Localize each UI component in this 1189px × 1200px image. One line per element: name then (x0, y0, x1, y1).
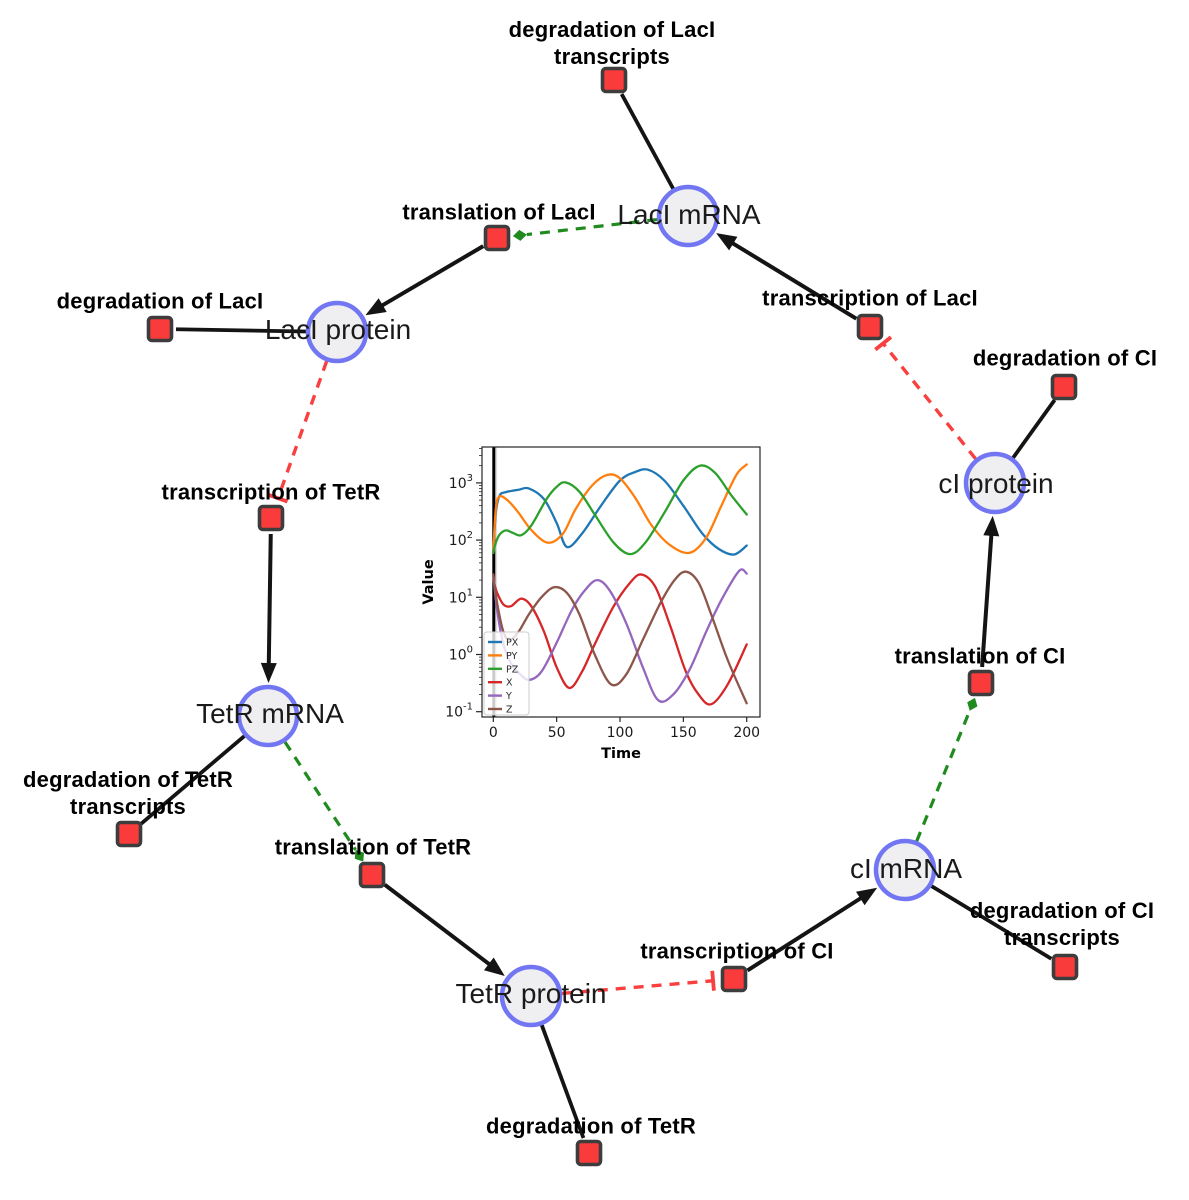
legend-label-Z: Z (506, 705, 513, 716)
inhibition-tee-icon (710, 970, 716, 991)
y-axis-title: Value (421, 559, 437, 605)
inhibition-edge-line (276, 360, 329, 499)
legend-label-PX: PX (506, 638, 519, 649)
reaction-node-deg-laci-tx[interactable] (600, 66, 628, 94)
inhibition-tee-icon (267, 493, 289, 504)
production-arrowhead-icon (983, 515, 1000, 537)
reaction-node-transl-tetr[interactable] (358, 861, 386, 889)
species-node-laci-protein[interactable] (305, 300, 369, 364)
edge-laci-protein-txn-tetr-inhibition (267, 360, 329, 504)
series-PY-curve (492, 463, 748, 555)
consumption-edge-line (139, 734, 246, 826)
edge-transl-laci-laci-protein-production (365, 244, 485, 316)
edge-transl-ci-ci-protein-production (980, 515, 1000, 668)
reaction-node-deg-laci[interactable] (146, 315, 174, 343)
reaction-node-txn-ci[interactable] (720, 965, 748, 993)
legend-label-X: X (506, 678, 513, 689)
edge-deg-laci-tx-laci-mrna-consumption (619, 93, 675, 190)
production-edge-line (266, 533, 273, 667)
modifier-diamond-icon (512, 229, 527, 241)
x-tick-label: 200 (733, 725, 760, 741)
series-PX-curve (492, 468, 748, 556)
edge-ci-mrna-transl-ci-modifier (915, 697, 978, 842)
consumption-edge-line (619, 93, 675, 190)
production-arrowhead-icon (716, 233, 738, 251)
x-tick-label: 50 (548, 725, 566, 741)
edge-tetr-mrna-deg-tetr-tx-consumption (139, 734, 246, 826)
legend-box (483, 631, 530, 716)
edge-ci-protein-deg-ci-consumption (1011, 398, 1057, 459)
reaction-node-txn-laci[interactable] (856, 313, 884, 341)
edge-txn-tetr-tetr-mrna-production (260, 533, 277, 684)
legend-label-PZ: PZ (506, 664, 519, 675)
inhibition-edge-line (881, 342, 977, 460)
edge-laci-mrna-transl-laci-modifier (512, 217, 658, 241)
x-axis-title: Time (601, 746, 641, 762)
modifier-edge-line (915, 710, 972, 842)
production-edge-line (980, 532, 994, 668)
reaction-node-deg-ci[interactable] (1050, 373, 1078, 401)
edge-txn-ci-ci-mrna-production (746, 887, 878, 973)
modifier-edge-line (283, 741, 357, 851)
consumption-edge-line (175, 327, 307, 334)
chart-legend: PX PY PZ XYZ (483, 631, 530, 716)
production-edge-line (746, 895, 864, 973)
modifier-edge-line (526, 217, 658, 237)
edge-tetr-mrna-transl-tetr-modifier (283, 741, 365, 862)
reaction-node-txn-tetr[interactable] (257, 504, 285, 532)
production-arrowhead-icon (856, 887, 878, 906)
series-X-curve (492, 573, 748, 706)
edge-laci-protein-deg-laci-consumption (175, 327, 307, 334)
consumption-edge-line (539, 1024, 586, 1139)
x-tick-label: 0 (489, 725, 498, 741)
production-edge-line (379, 244, 485, 309)
inhibition-edge-line (561, 979, 714, 996)
inset-timecourse-chart: 0 50 100 150 20010-1100101102103TimeValuePXP… (415, 425, 785, 770)
production-edge-line (729, 240, 858, 321)
species-node-ci-mrna[interactable] (873, 838, 937, 902)
legend-label-PY: PY (506, 651, 518, 662)
production-edge-line (383, 883, 493, 968)
x-tick-label: 100 (607, 725, 634, 741)
series-PZ-curve (492, 464, 748, 556)
species-node-ci-protein[interactable] (963, 451, 1027, 515)
production-arrowhead-icon (365, 298, 387, 316)
edge-tetr-protein-txn-ci-inhibition (561, 970, 716, 996)
edge-txn-laci-laci-mrna-production (716, 233, 858, 321)
x-tick-label: 150 (670, 725, 697, 741)
consumption-edge-line (1011, 398, 1057, 459)
modifier-diamond-icon (967, 697, 978, 711)
reaction-node-transl-ci[interactable] (967, 669, 995, 697)
edge-ci-mrna-deg-ci-tx-consumption (930, 884, 1053, 961)
reaction-node-transl-laci[interactable] (483, 224, 511, 252)
edge-transl-tetr-tetr-protein-production (383, 883, 505, 977)
modifier-diamond-icon (354, 849, 365, 862)
production-arrowhead-icon (483, 957, 505, 977)
edge-tetr-protein-deg-tetr-consumption (539, 1024, 586, 1139)
consumption-edge-line (930, 884, 1053, 961)
species-node-tetr-mrna[interactable] (236, 684, 300, 748)
inhibition-tee-icon (874, 335, 893, 352)
species-node-laci-mrna[interactable] (656, 184, 720, 248)
species-node-tetr-protein[interactable] (499, 964, 563, 1028)
legend-label-Y: Y (505, 691, 512, 702)
plot-frame (481, 446, 761, 718)
reaction-node-deg-ci-tx[interactable] (1051, 953, 1079, 981)
reaction-node-deg-tetr[interactable] (575, 1139, 603, 1167)
reaction-node-deg-tetr-tx[interactable] (115, 820, 143, 848)
edge-ci-protein-txn-laci-inhibition (874, 335, 977, 460)
production-arrowhead-icon (260, 662, 277, 684)
